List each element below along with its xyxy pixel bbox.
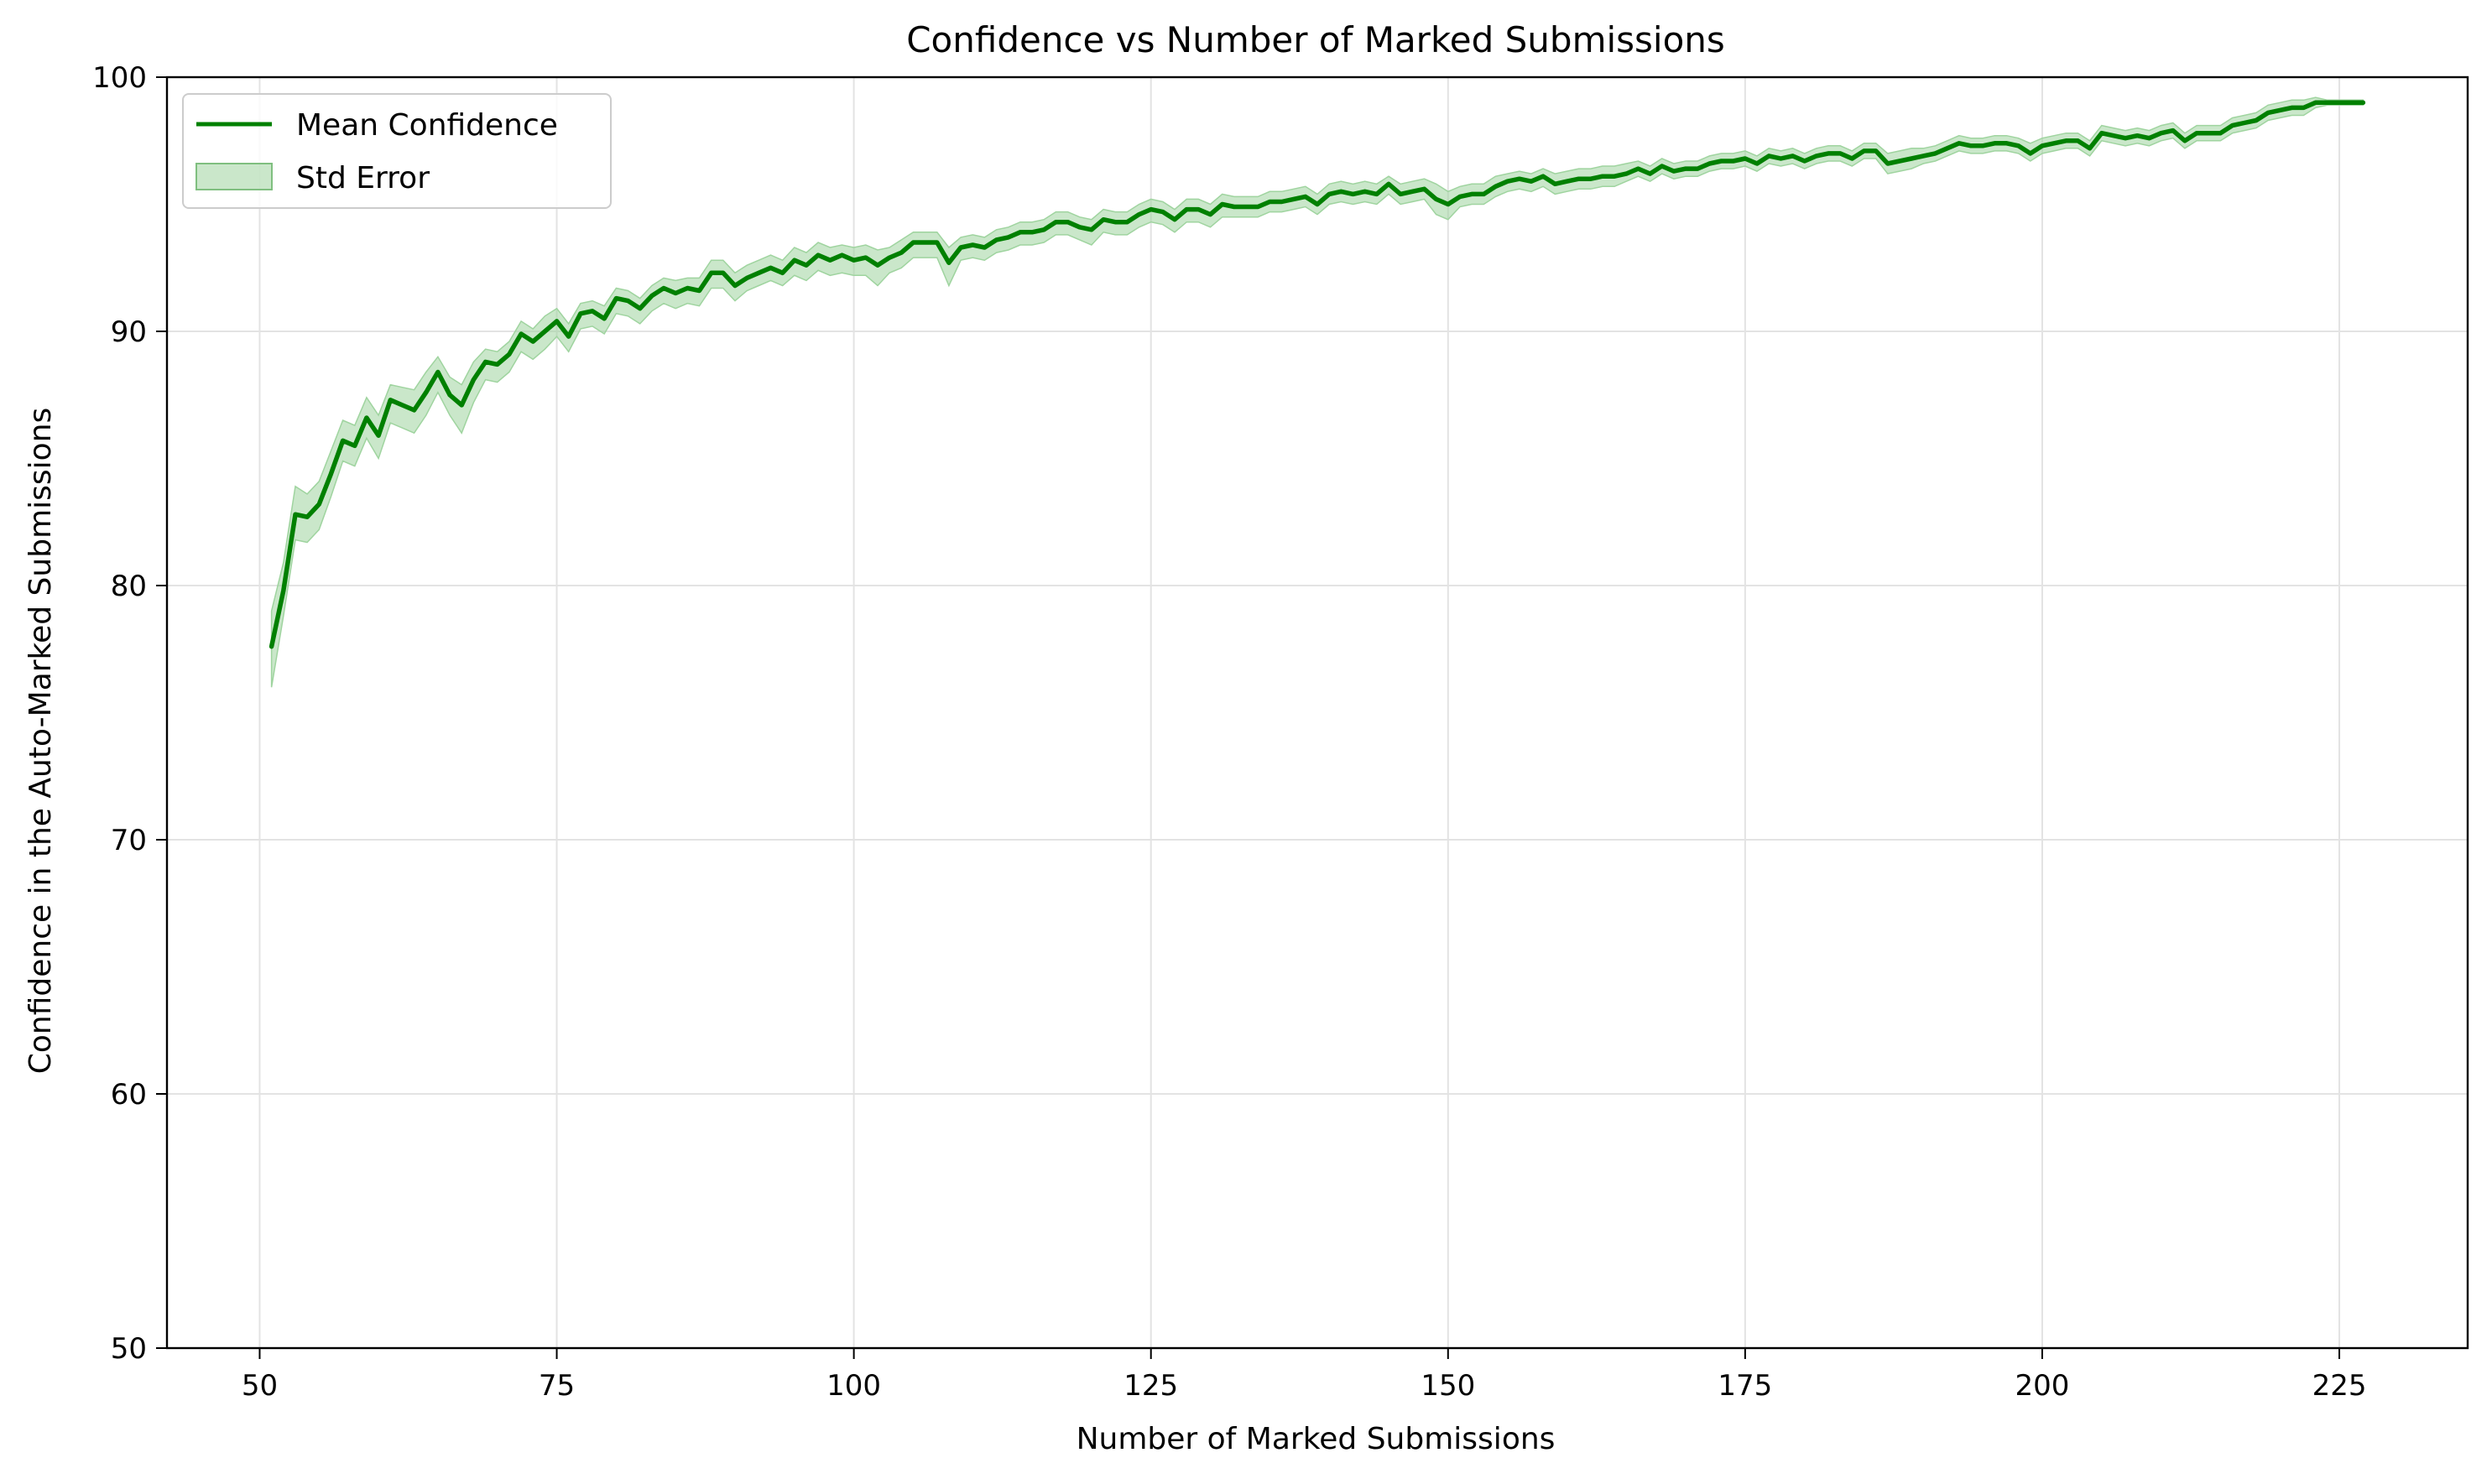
legend-std-label: Std Error [296, 161, 430, 195]
std-error-band [270, 96, 2364, 688]
chart-title: Confidence vs Number of Marked Submissio… [906, 19, 1725, 60]
legend-std-band-swatch [196, 163, 273, 190]
y-tick-label: 60 [111, 1078, 147, 1112]
x-tick-label: 125 [1123, 1369, 1178, 1403]
plot-area-frame [165, 76, 2469, 1350]
legend: Mean Confidence Std Error [182, 93, 612, 209]
x-axis-ticks: 50 75 100 125 150 175 200 225 [242, 1348, 2367, 1403]
x-tick-label: 75 [539, 1369, 575, 1403]
y-axis-label: Confidence in the Auto-Marked Submission… [23, 408, 58, 1075]
y-axis-ticks: 50 60 70 80 90 100 [92, 61, 167, 1366]
mean-line-layer [268, 100, 2366, 649]
y-tick-label: 80 [111, 570, 147, 603]
x-tick-label: 225 [2312, 1369, 2367, 1403]
x-tick-label: 50 [242, 1369, 278, 1403]
x-tick-label: 175 [1718, 1369, 1772, 1403]
legend-box [182, 93, 612, 209]
y-tick-label: 50 [111, 1332, 147, 1366]
y-tick-label: 90 [111, 315, 147, 349]
x-tick-label: 150 [1421, 1369, 1475, 1403]
x-tick-label: 200 [2015, 1369, 2070, 1403]
x-tick-label: 100 [826, 1369, 881, 1403]
std-error-band-layer [270, 96, 2364, 688]
y-tick-label: 100 [92, 61, 147, 95]
x-axis-label: Number of Marked Submissions [1077, 1422, 1556, 1456]
mean-confidence-line [268, 100, 2366, 649]
legend-mean-label: Mean Confidence [296, 108, 558, 143]
y-tick-label: 70 [111, 824, 147, 857]
